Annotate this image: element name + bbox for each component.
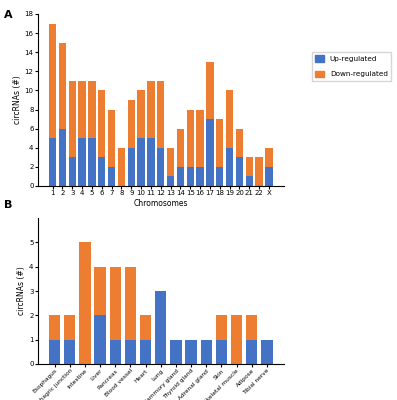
Bar	[226, 148, 233, 186]
Bar	[79, 138, 86, 186]
Bar	[127, 100, 135, 148]
Bar	[127, 148, 135, 186]
Bar	[88, 138, 96, 186]
Bar	[246, 157, 253, 176]
Bar	[197, 167, 204, 186]
Bar	[147, 138, 155, 186]
Bar	[236, 157, 243, 186]
Bar	[140, 340, 151, 364]
Bar	[94, 267, 106, 315]
Bar	[177, 129, 184, 167]
Bar	[197, 110, 204, 167]
Bar	[69, 81, 76, 157]
Bar	[147, 81, 155, 138]
Bar	[246, 176, 253, 186]
Bar	[246, 340, 258, 364]
Bar	[64, 315, 75, 340]
Y-axis label: circRNAs (#): circRNAs (#)	[17, 267, 26, 315]
Legend: Up-regulated, Down-regulated: Up-regulated, Down-regulated	[312, 52, 391, 81]
Bar	[49, 138, 56, 186]
Bar	[157, 81, 164, 148]
Bar	[137, 138, 145, 186]
Bar	[59, 43, 66, 129]
Bar	[231, 315, 242, 364]
Bar	[187, 110, 194, 167]
Bar	[110, 267, 121, 340]
Text: B: B	[4, 200, 12, 210]
Bar	[98, 157, 106, 186]
Bar	[49, 340, 60, 364]
Bar	[79, 81, 86, 138]
Bar	[125, 340, 136, 364]
Bar	[59, 129, 66, 186]
Bar	[157, 148, 164, 186]
Bar	[167, 176, 174, 186]
Bar	[140, 315, 151, 340]
Bar	[185, 340, 197, 364]
Bar	[265, 167, 273, 186]
Bar	[125, 267, 136, 340]
Bar	[226, 90, 233, 148]
Bar	[98, 90, 106, 157]
Bar	[216, 167, 224, 186]
Bar	[177, 167, 184, 186]
Bar	[236, 129, 243, 157]
Bar	[255, 157, 263, 186]
Bar	[88, 81, 96, 138]
Y-axis label: circRNAs (#): circRNAs (#)	[13, 76, 22, 124]
Bar	[216, 315, 227, 340]
Bar	[170, 340, 182, 364]
Bar	[94, 315, 106, 364]
Text: A: A	[4, 10, 13, 20]
Bar	[137, 90, 145, 138]
X-axis label: Chromosomes: Chromosomes	[133, 199, 188, 208]
Bar	[216, 119, 224, 167]
Bar	[79, 242, 91, 364]
Bar	[155, 291, 166, 364]
Bar	[206, 62, 214, 119]
Bar	[265, 148, 273, 167]
Bar	[49, 24, 56, 138]
Bar	[187, 167, 194, 186]
Bar	[108, 167, 115, 186]
Bar	[216, 340, 227, 364]
Bar	[110, 340, 121, 364]
Bar	[200, 340, 212, 364]
Bar	[108, 110, 115, 167]
Bar	[206, 119, 214, 186]
Bar	[118, 148, 125, 186]
Bar	[261, 340, 273, 364]
Bar	[49, 315, 60, 340]
Bar	[246, 315, 258, 340]
Bar	[64, 340, 75, 364]
Bar	[69, 157, 76, 186]
Bar	[167, 148, 174, 176]
